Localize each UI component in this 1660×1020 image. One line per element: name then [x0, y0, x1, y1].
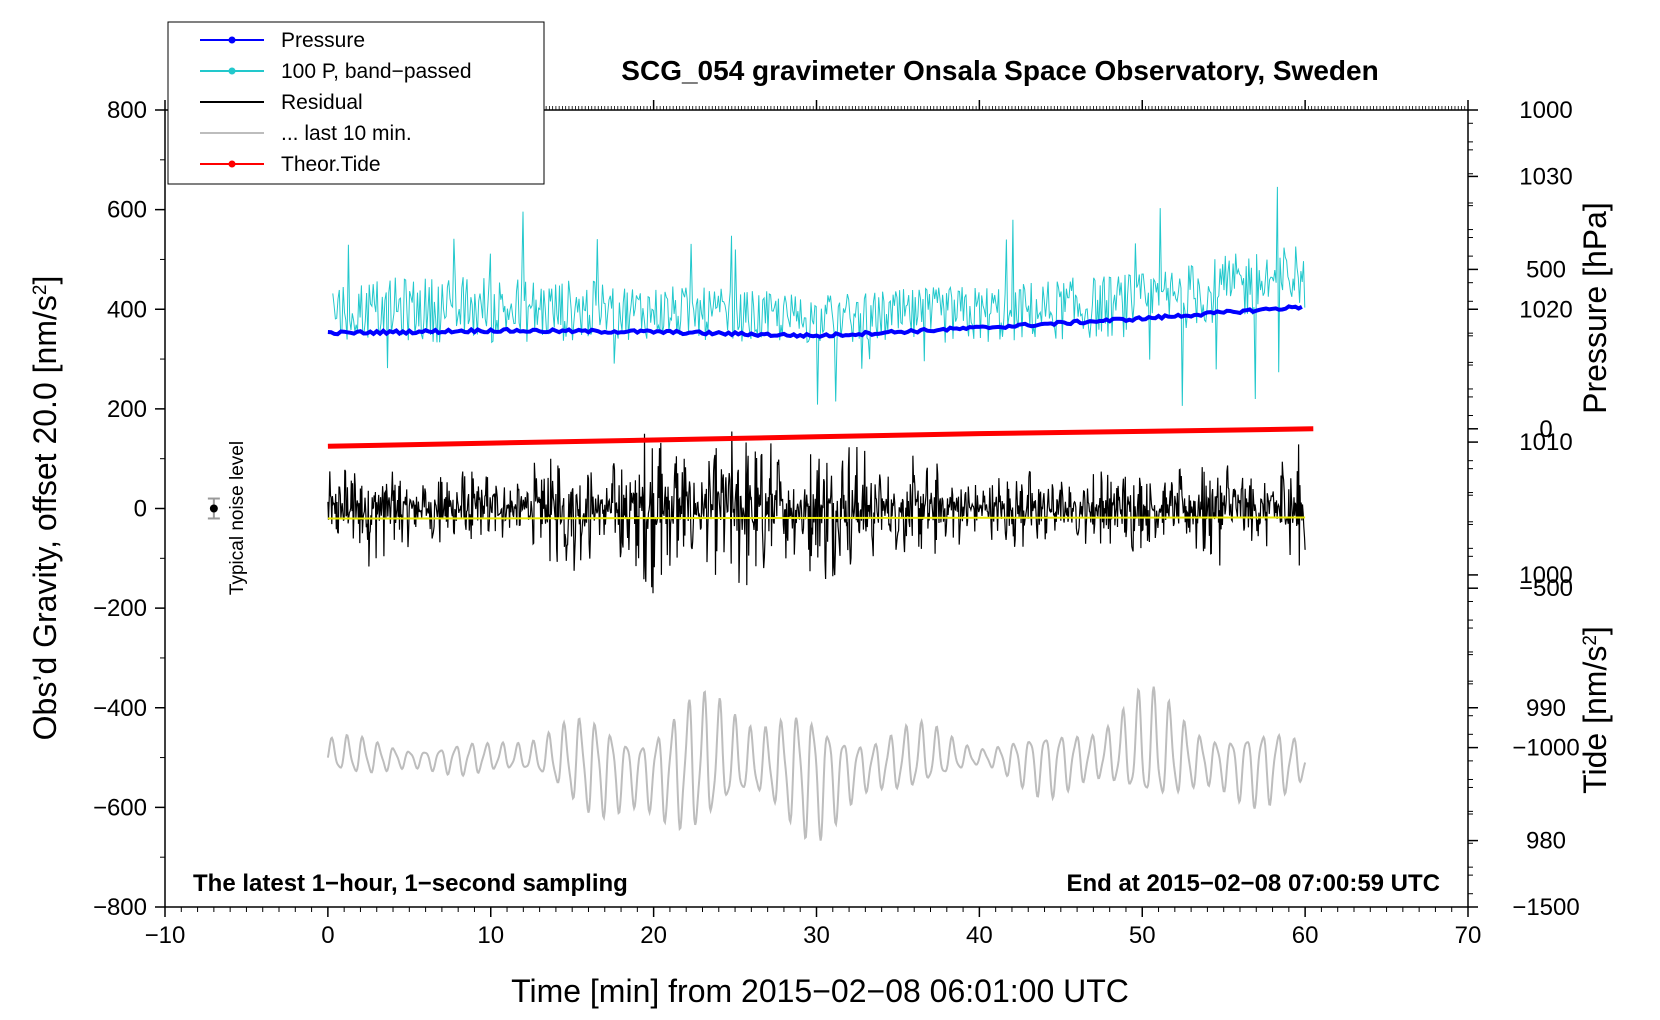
- x-tick-label: 20: [640, 922, 667, 949]
- y-left-tick-label: −200: [93, 595, 147, 622]
- y-left-tick-label: 0: [134, 496, 147, 523]
- noise-level-label: Typical noise level: [227, 441, 248, 595]
- legend-label: Residual: [281, 91, 363, 114]
- legend-label: 100 P, band−passed: [281, 60, 472, 83]
- y-axis-left-title: Obs’d Gravity, offset 20.0 [nm/s2]: [27, 276, 63, 741]
- y-pressure-tick-label: 1000: [1519, 562, 1572, 589]
- y-left-tick-label: 400: [107, 296, 147, 323]
- y-pressure-tick-label: 1020: [1519, 296, 1572, 323]
- y-axis-left: 800 600 400 200 0 −200 −400 −600 −800: [93, 97, 165, 921]
- y-tide-tick-label: −1500: [1512, 894, 1579, 921]
- y-pressure-tick-label: 1010: [1519, 429, 1572, 456]
- y-left-tick-label: 800: [107, 97, 147, 124]
- series-band-passed: [332, 186, 1306, 406]
- y-left-tick-label: −600: [93, 794, 147, 821]
- series-residual: [327, 431, 1306, 594]
- y-axis-left-title-text: Obs’d Gravity, offset 20.0 [nm/s: [27, 295, 63, 740]
- series-pressure: [327, 304, 1303, 340]
- y-tide-tick-label: −500: [1519, 575, 1573, 602]
- legend-label: ... last 10 min.: [281, 122, 412, 145]
- x-tick-label: 40: [966, 922, 993, 949]
- noise-level-marker: [207, 497, 220, 520]
- x-tick-label: −10: [145, 922, 186, 949]
- y-left-tick-label: 200: [107, 396, 147, 423]
- y-axis-tide-title: Tide [nm/s2]: [1577, 626, 1613, 794]
- y-tide-tick-label: −1000: [1512, 735, 1579, 762]
- y-tide-tick-label: 0: [1539, 416, 1552, 443]
- legend: Pressure 100 P, band−passed Residual ... la…: [167, 21, 545, 185]
- noise-point: [209, 504, 218, 513]
- y-left-tick-label: −400: [93, 695, 147, 722]
- series-theor-tide: [327, 426, 1314, 449]
- series-last-10-min: [326, 686, 1307, 841]
- x-tick-label: 70: [1455, 922, 1482, 949]
- y-tide-tick-label: 1000: [1519, 97, 1572, 124]
- y-left-tick-label: 600: [107, 197, 147, 224]
- x-tick-label: 0: [321, 922, 334, 949]
- x-tick-label: 60: [1292, 922, 1319, 949]
- y-axis-tide-title-close: ]: [1577, 626, 1613, 635]
- x-axis-title: Time [min] from 2015−02−08 06:01:00 UTC: [511, 973, 1129, 1009]
- x-tick-label: 30: [803, 922, 830, 949]
- y-left-tick-label: −800: [93, 894, 147, 921]
- legend-label: Pressure: [281, 29, 365, 52]
- y-axis-tide-title-sup: 2: [1580, 635, 1601, 646]
- y-tide-tick-label: 500: [1526, 256, 1566, 283]
- annotation-bottom-left: The latest 1−hour, 1−second sampling: [193, 870, 628, 897]
- x-tick-label: 10: [477, 922, 504, 949]
- legend-marker: [228, 160, 236, 168]
- series-layer: [326, 186, 1314, 841]
- chart-title: SCG_054 gravimeter Onsala Space Observat…: [621, 55, 1378, 86]
- y-pressure-tick-label: 990: [1526, 695, 1566, 722]
- y-axis-pressure-title: Pressure [hPa]: [1577, 202, 1613, 414]
- legend-label: Theor.Tide: [281, 153, 381, 176]
- y-axis-pressure: 1030 1020 1010 1000 990 980: [1468, 122, 1573, 895]
- y-pressure-tick-label: 1030: [1519, 163, 1572, 190]
- y-axis-tide-title-text: Tide [nm/s: [1577, 646, 1613, 794]
- series-residual-mean: [327, 516, 1306, 520]
- legend-marker: [228, 67, 236, 75]
- y-axis-left-title-sup: 2: [30, 285, 51, 296]
- legend-marker: [228, 36, 236, 44]
- x-tick-label: 50: [1129, 922, 1156, 949]
- y-pressure-tick-label: 980: [1526, 828, 1566, 855]
- annotation-bottom-right: End at 2015−02−08 07:00:59 UTC: [1066, 870, 1440, 897]
- y-axis-left-title-close: ]: [27, 276, 63, 285]
- y-axis-tide: 1000 500 0 −500 −1000 −1500: [1468, 97, 1580, 921]
